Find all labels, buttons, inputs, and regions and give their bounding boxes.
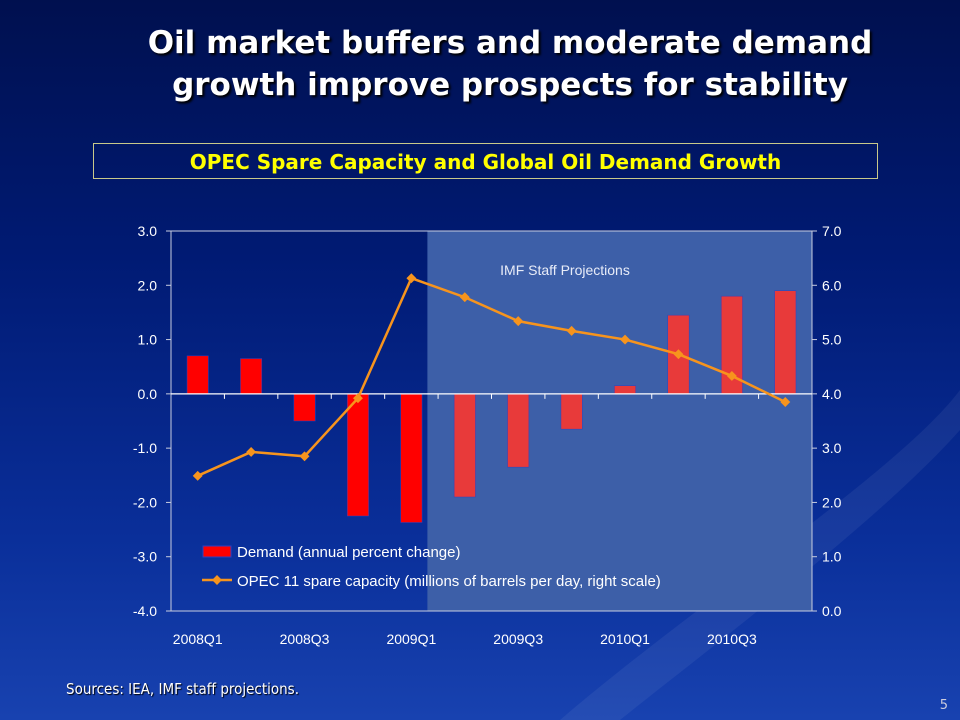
- bar-2008Q1: [186, 355, 209, 395]
- line-point-2009Q2: [459, 292, 470, 303]
- line-point-2008Q3: [299, 451, 310, 462]
- source-note: Sources: IEA, IMF staff projections.: [66, 680, 299, 698]
- spare-capacity-line: [197, 276, 786, 477]
- left-tick-label: 2.0: [138, 277, 158, 293]
- bar-2009Q4: [560, 393, 583, 430]
- right-tick-label: 1.0: [822, 549, 842, 565]
- plot-frame: [170, 230, 813, 612]
- left-tick-label: 3.0: [138, 223, 158, 239]
- bar-2008Q4: [347, 393, 369, 517]
- line-point-2008Q1: [192, 470, 203, 481]
- x-tick-label: 2008Q1: [173, 631, 223, 647]
- left-tick-label: -2.0: [133, 494, 157, 510]
- x-tick-label: 2010Q3: [707, 631, 757, 647]
- bar-2009Q2: [453, 393, 476, 498]
- left-tick-label: -3.0: [133, 549, 157, 565]
- left-tick-label: -4.0: [133, 603, 157, 619]
- right-tick-label: 2.0: [822, 494, 842, 510]
- line-point-2010Q2: [673, 349, 684, 360]
- line-point-2010Q3: [726, 370, 737, 381]
- legend-label-demand: Demand (annual percent change): [237, 544, 460, 561]
- x-tick-label: 2008Q3: [280, 631, 330, 647]
- right-tick-label: 7.0: [822, 223, 842, 239]
- bar-2009Q1: [400, 393, 423, 523]
- line-point-2008Q4: [353, 393, 363, 404]
- left-tick-label: 0.0: [138, 386, 158, 402]
- projection-shading: [427, 231, 812, 611]
- right-tick-label: 5.0: [822, 332, 842, 348]
- right-tick-label: 3.0: [822, 440, 842, 456]
- bar-2008Q2: [240, 358, 263, 395]
- line-point-2010Q1: [620, 334, 630, 345]
- line-point-2009Q4: [566, 325, 577, 336]
- background-swoosh: [560, 390, 960, 720]
- x-tick-label: 2010Q1: [600, 631, 650, 647]
- left-tick-label: -1.0: [133, 440, 157, 456]
- chart-title: OPEC Spare Capacity and Global Oil Deman…: [93, 143, 878, 179]
- legend-swatch-marker: [212, 575, 222, 585]
- page-number: 5: [939, 698, 948, 713]
- x-tick-label: 2009Q3: [493, 631, 543, 647]
- right-tick-label: 4.0: [822, 386, 842, 402]
- x-tick-label: 2009Q1: [386, 631, 436, 647]
- title-line-1: Oil market buffers and moderate demand: [147, 25, 873, 61]
- line-point-2008Q2: [246, 446, 257, 457]
- bar-2010Q4: [774, 290, 797, 395]
- line-point-2009Q3: [513, 316, 524, 327]
- legend-swatch-demand: [202, 545, 232, 558]
- right-tick-label: 6.0: [822, 277, 842, 293]
- projection-label: IMF Staff Projections: [500, 262, 630, 278]
- legend-label-spare-capacity: OPEC 11 spare capacity (millions of barr…: [237, 573, 661, 590]
- right-tick-label: 0.0: [822, 603, 842, 619]
- slide-title: Oil market buffers and moderate demand g…: [60, 22, 960, 106]
- title-line-2: growth improve prospects for stability: [172, 67, 848, 103]
- line-point-2009Q1: [406, 273, 417, 284]
- bar-2008Q3: [293, 393, 316, 422]
- left-tick-label: 1.0: [138, 332, 158, 348]
- bar-2010Q1: [614, 385, 636, 395]
- line-point-2010Q4: [780, 397, 791, 407]
- bar-2009Q3: [507, 393, 530, 468]
